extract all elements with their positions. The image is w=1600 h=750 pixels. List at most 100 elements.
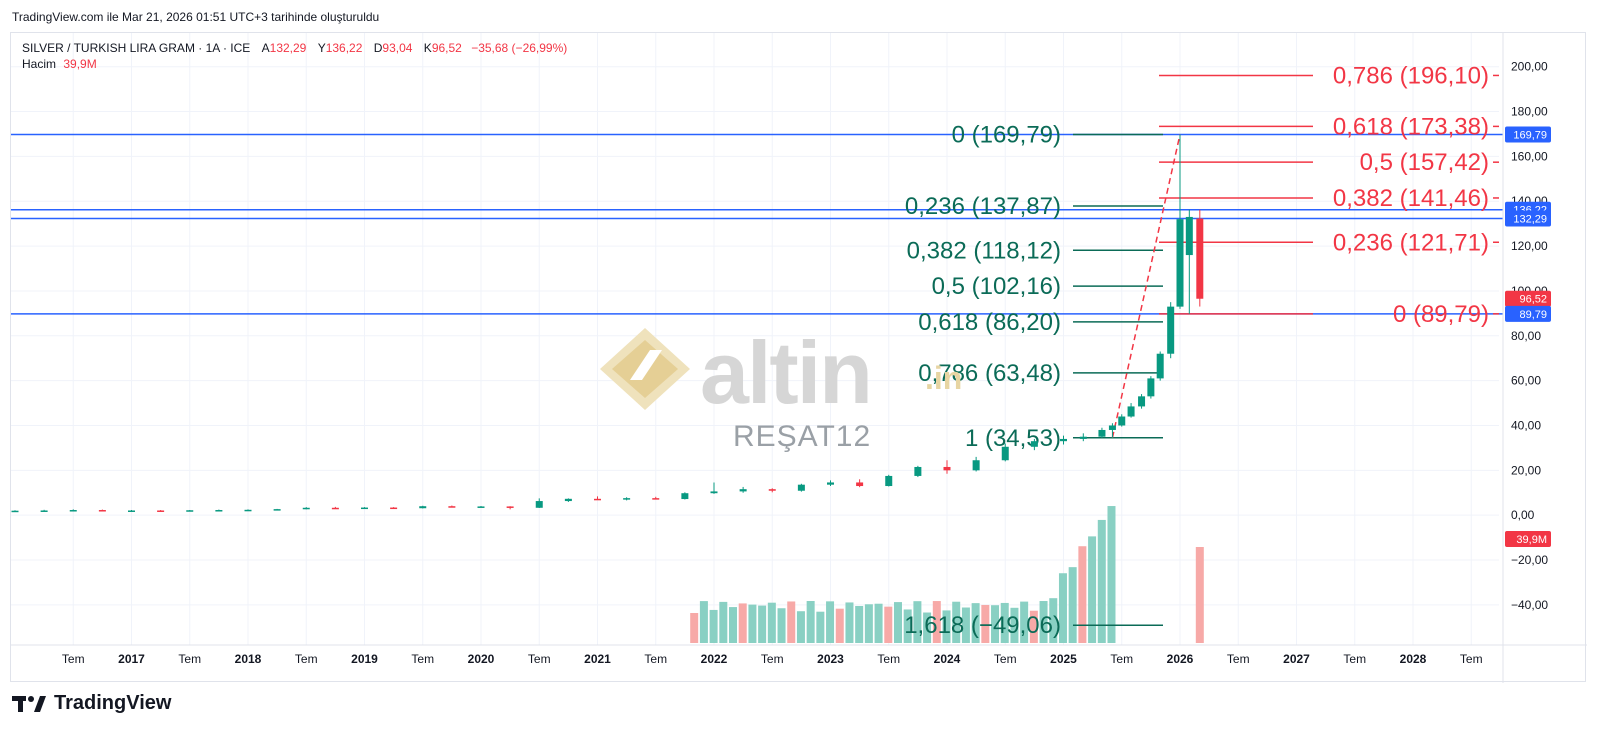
- y-tick-label: 180,00: [1511, 105, 1548, 119]
- volume-bar: [699, 601, 708, 643]
- candle-body: [1108, 425, 1116, 430]
- price-chart[interactable]: 0 (169,79) 0,236 (137,87) 0,382 (118,12) 0,…: [11, 33, 1587, 683]
- volume-bar: [991, 605, 1000, 643]
- candle-body: [972, 460, 980, 471]
- price-tag-label: 96,52: [1519, 294, 1547, 306]
- volume-label[interactable]: Hacim: [22, 57, 57, 71]
- volume-bar: [1058, 573, 1067, 643]
- volume-bar: [1029, 610, 1038, 643]
- y-tick-label: 120,00: [1511, 239, 1548, 253]
- candle-body: [11, 510, 19, 513]
- axes: 200,00180,00160,00140,00120,00100,0080,0…: [11, 33, 1587, 683]
- candle-body: [681, 493, 689, 500]
- volume-bar: [690, 613, 699, 643]
- open-label: A: [261, 41, 270, 55]
- trend-line[interactable]: [1111, 134, 1181, 438]
- x-tick-label: Tem: [994, 652, 1017, 666]
- x-tick-label: Tem: [528, 652, 551, 666]
- price-tag-label: 89,79: [1519, 309, 1547, 321]
- candle-body: [1001, 446, 1009, 461]
- candle-body: [856, 482, 864, 487]
- volume-bar: [835, 608, 844, 643]
- x-tick-label: Tem: [295, 652, 318, 666]
- horizontal-lines[interactable]: [11, 133, 1503, 315]
- tradingview-brand[interactable]: TradingView: [12, 692, 171, 715]
- volume-bar: [845, 602, 854, 643]
- open-value: 132,29: [269, 41, 307, 55]
- candle-body: [1196, 218, 1204, 299]
- volume-bar: [855, 605, 864, 643]
- candle-body: [943, 466, 951, 471]
- volume-bar: [952, 601, 961, 643]
- symbol-name[interactable]: SILVER / TURKISH LIRA GRAM · 1A · ICE: [22, 41, 251, 55]
- fib-red-label: 0,5 (157,42): [1360, 149, 1489, 176]
- volume-bar: [923, 612, 932, 643]
- legend-volume-row: Hacim 39,9M: [22, 56, 567, 72]
- volume-bar: [719, 601, 728, 643]
- x-tick-label: Tem: [1460, 652, 1483, 666]
- volume-bar: [971, 603, 980, 643]
- trend-line-segment: [1111, 134, 1181, 438]
- x-tick-label: 2026: [1167, 652, 1194, 666]
- x-tick-label: 2025: [1050, 652, 1077, 666]
- x-tick-label: Tem: [1110, 652, 1133, 666]
- legend: SILVER / TURKISH LIRA GRAM · 1A · ICE A1…: [22, 40, 567, 72]
- volume-bar: [826, 601, 835, 643]
- y-tick-label: −40,00: [1511, 598, 1548, 612]
- chart-frame[interactable]: 0 (169,79) 0,236 (137,87) 0,382 (118,12) 0,…: [10, 32, 1587, 683]
- x-tick-label: Tem: [761, 652, 784, 666]
- x-tick-label: 2028: [1400, 652, 1427, 666]
- volume-bar: [729, 607, 738, 643]
- fib-green-label: 1 (34,53): [965, 425, 1061, 452]
- volume-bar: [932, 601, 941, 643]
- candle-body: [128, 510, 135, 512]
- candle-body: [215, 510, 223, 512]
- y-tick-label: 200,00: [1511, 60, 1548, 74]
- candle-body: [1176, 219, 1184, 307]
- volume-bar: [1088, 536, 1097, 643]
- fib-green-label: 0,236 (137,87): [905, 193, 1061, 220]
- volume-bar: [758, 605, 767, 643]
- volume-bar: [1010, 607, 1019, 643]
- volume-bar: [1195, 547, 1204, 643]
- volume-bar: [1020, 601, 1029, 643]
- candle-body: [273, 509, 281, 511]
- fibonacci-levels[interactable]: 0 (169,79) 0,236 (137,87) 0,382 (118,12) 0,…: [904, 62, 1499, 639]
- candle-body: [827, 482, 834, 485]
- price-tag: [1505, 126, 1551, 143]
- candle-body: [1098, 429, 1106, 437]
- volume-bar: [893, 602, 902, 643]
- watermark-brand: altin: [700, 323, 873, 422]
- candle-body: [244, 509, 252, 512]
- volume-bar: [777, 608, 786, 643]
- price-tag-label: 169,79: [1513, 129, 1547, 141]
- x-tick-label: 2022: [701, 652, 728, 666]
- low-value: 93,04: [382, 41, 413, 55]
- x-tick-label: 2020: [468, 652, 495, 666]
- x-tick-label: Tem: [178, 652, 201, 666]
- fib-red-label: 0,786 (196,10): [1333, 62, 1489, 89]
- volume-bar: [1107, 506, 1116, 643]
- volume-bar: [748, 604, 757, 643]
- volume-bar: [1097, 519, 1106, 643]
- x-tick-label: 2017: [118, 652, 145, 666]
- candle-body: [157, 510, 165, 512]
- legend-symbol-row: SILVER / TURKISH LIRA GRAM · 1A · ICE A1…: [22, 40, 567, 56]
- candle-body: [739, 489, 747, 492]
- x-tick-label: Tem: [62, 652, 85, 666]
- candle-body: [1156, 353, 1164, 379]
- x-tick-label: Tem: [644, 652, 667, 666]
- y-tick-label: 40,00: [1511, 418, 1541, 432]
- volume-bar: [787, 601, 796, 643]
- candle-body: [1030, 441, 1038, 447]
- volume-bar: [709, 609, 718, 643]
- x-tick-label: 2023: [817, 652, 844, 666]
- y-tick-label: −20,00: [1511, 553, 1548, 567]
- candle-body: [186, 510, 194, 512]
- volume-bar: [1039, 601, 1048, 643]
- volume-bar: [1068, 567, 1077, 643]
- volume-bar: [806, 601, 815, 643]
- candle-body: [1127, 406, 1135, 417]
- y-tick-label: 160,00: [1511, 149, 1548, 163]
- x-tick-label: 2018: [235, 652, 262, 666]
